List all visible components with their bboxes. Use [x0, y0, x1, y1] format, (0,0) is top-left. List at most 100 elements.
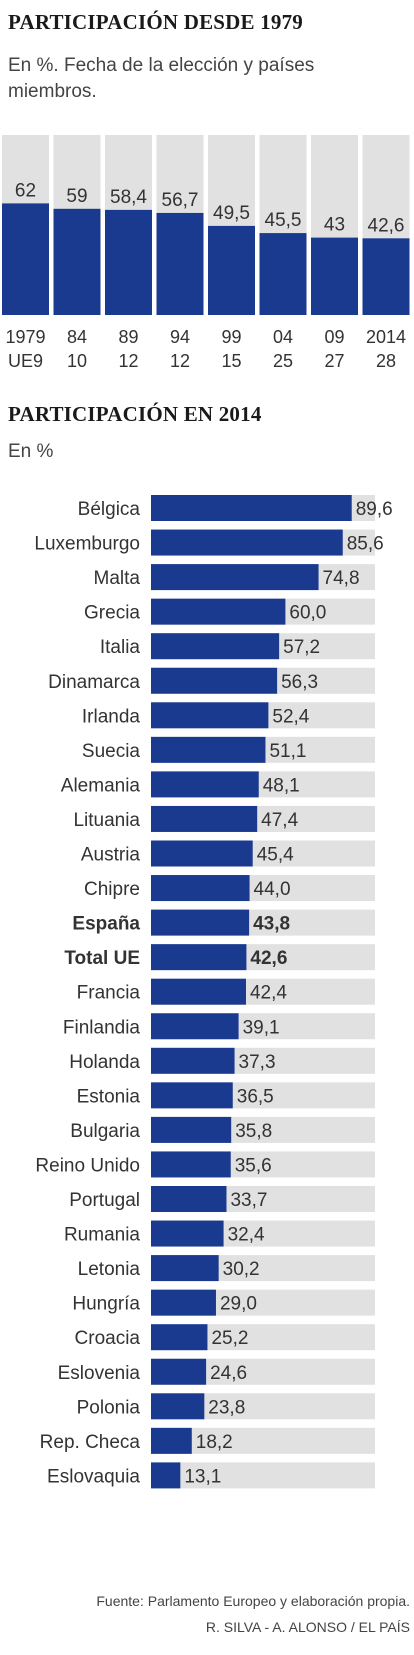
bar [151, 978, 246, 1005]
category-label: Holanda [69, 1052, 140, 1073]
chart-title: PARTICIPACIÓN EN 2014 [8, 402, 262, 426]
value-label: 42,6 [250, 948, 287, 969]
bar [151, 1427, 192, 1454]
category-sublabel: 25 [273, 351, 293, 371]
bar [151, 667, 278, 694]
bar [151, 736, 266, 763]
category-label: 84 [67, 327, 87, 347]
value-label: 37,3 [239, 1052, 276, 1073]
category-sublabel: 10 [67, 351, 87, 371]
value-label: 32,4 [228, 1225, 265, 1246]
category-label: Estonia [77, 1086, 141, 1107]
value-label: 33,7 [230, 1190, 267, 1211]
chart-subtitle: En %. Fecha de la elección y países miem… [8, 55, 315, 102]
value-label: 74,8 [323, 568, 360, 589]
value-label: 45,4 [257, 845, 294, 866]
category-label: Lituania [73, 810, 140, 831]
bar [151, 805, 258, 832]
value-label: 36,5 [237, 1086, 274, 1107]
bar [311, 237, 358, 315]
value-label: 85,6 [347, 534, 384, 555]
value-label: 35,6 [235, 1155, 272, 1176]
bar [151, 909, 250, 936]
bar [151, 1462, 181, 1489]
value-label: 29,0 [220, 1294, 257, 1315]
value-label: 56,7 [162, 190, 199, 211]
category-label: Eslovaquia [47, 1466, 140, 1487]
chart-subtitle: En % [8, 441, 54, 462]
bar [151, 1151, 231, 1178]
category-label: Eslovenia [58, 1363, 141, 1384]
category-label: Rumania [64, 1225, 140, 1246]
turnout-history-chart: 62 1979 UE9 59 84 10 58,4 89 12 56,7 94 12 49,5 99 15 4… [2, 135, 410, 371]
category-label: Chipre [84, 879, 140, 900]
category-label: Rep. Checa [40, 1432, 141, 1453]
category-label: Croacia [75, 1328, 141, 1349]
bar [151, 702, 269, 729]
category-label: Reino Unido [35, 1155, 140, 1176]
bar [151, 598, 286, 625]
category-label: Polonia [77, 1397, 141, 1418]
category-label: Bulgaria [70, 1121, 140, 1142]
category-label: Italia [100, 637, 141, 658]
value-label: 51,1 [269, 741, 306, 762]
value-label: 44,0 [254, 879, 291, 900]
turnout-2014-chart: Bélgica 89,6 Luxemburgo 85,6 Malta 74,8 Grecia… [34, 495, 393, 1489]
category-sublabel: 27 [324, 351, 344, 371]
value-label: 43,8 [253, 914, 290, 935]
category-label: Austria [81, 845, 141, 866]
value-label: 23,8 [208, 1397, 245, 1418]
value-label: 24,6 [210, 1363, 247, 1384]
category-label: Luxemburgo [34, 534, 140, 555]
bar [151, 1289, 216, 1316]
bar [151, 1082, 233, 1109]
category-sublabel: 12 [170, 351, 190, 371]
bar [151, 1324, 208, 1351]
value-label: 30,2 [223, 1259, 260, 1280]
category-sublabel: 12 [118, 351, 138, 371]
category-label: Total UE [64, 948, 140, 969]
category-label: España [72, 914, 140, 935]
value-label: 18,2 [196, 1432, 233, 1453]
bar [151, 529, 343, 556]
category-label: Portugal [69, 1190, 140, 1211]
bar [156, 212, 204, 315]
category-sublabel: 28 [376, 351, 396, 371]
category-label: 04 [273, 327, 293, 347]
bar [151, 840, 253, 867]
value-label: 49,5 [213, 203, 250, 224]
value-label: 89,6 [356, 499, 393, 520]
value-label: 13,1 [184, 1466, 221, 1487]
category-label: 99 [221, 327, 241, 347]
value-label: 42,6 [368, 215, 405, 236]
bar [151, 1013, 239, 1040]
bar [151, 1116, 232, 1143]
value-label: 48,1 [263, 775, 300, 796]
value-label: 25,2 [211, 1328, 248, 1349]
value-label: 47,4 [261, 810, 298, 831]
bar [151, 1047, 235, 1074]
bar [151, 1186, 227, 1212]
bar [151, 564, 319, 591]
category-label: 89 [118, 327, 138, 347]
value-label: 52,4 [272, 706, 309, 727]
category-label: Alemania [61, 775, 141, 796]
bar [362, 238, 410, 315]
value-label: 45,5 [265, 210, 302, 231]
bar [151, 1358, 207, 1385]
value-label: 59 [66, 186, 87, 207]
category-sublabel: 15 [221, 351, 241, 371]
value-label: 35,8 [235, 1121, 272, 1142]
value-label: 56,3 [281, 672, 318, 693]
category-label: Dinamarca [48, 672, 140, 693]
bar [151, 1393, 205, 1420]
source-note: Fuente: Parlamento Europeo y elaboración… [96, 1593, 410, 1609]
bar [53, 208, 101, 315]
category-label: Irlanda [82, 706, 141, 727]
bar [151, 875, 250, 902]
category-label: Grecia [84, 603, 140, 624]
bar-track [151, 1462, 375, 1489]
bar [259, 233, 307, 315]
bar [2, 203, 49, 315]
category-sublabel: UE9 [8, 351, 43, 371]
